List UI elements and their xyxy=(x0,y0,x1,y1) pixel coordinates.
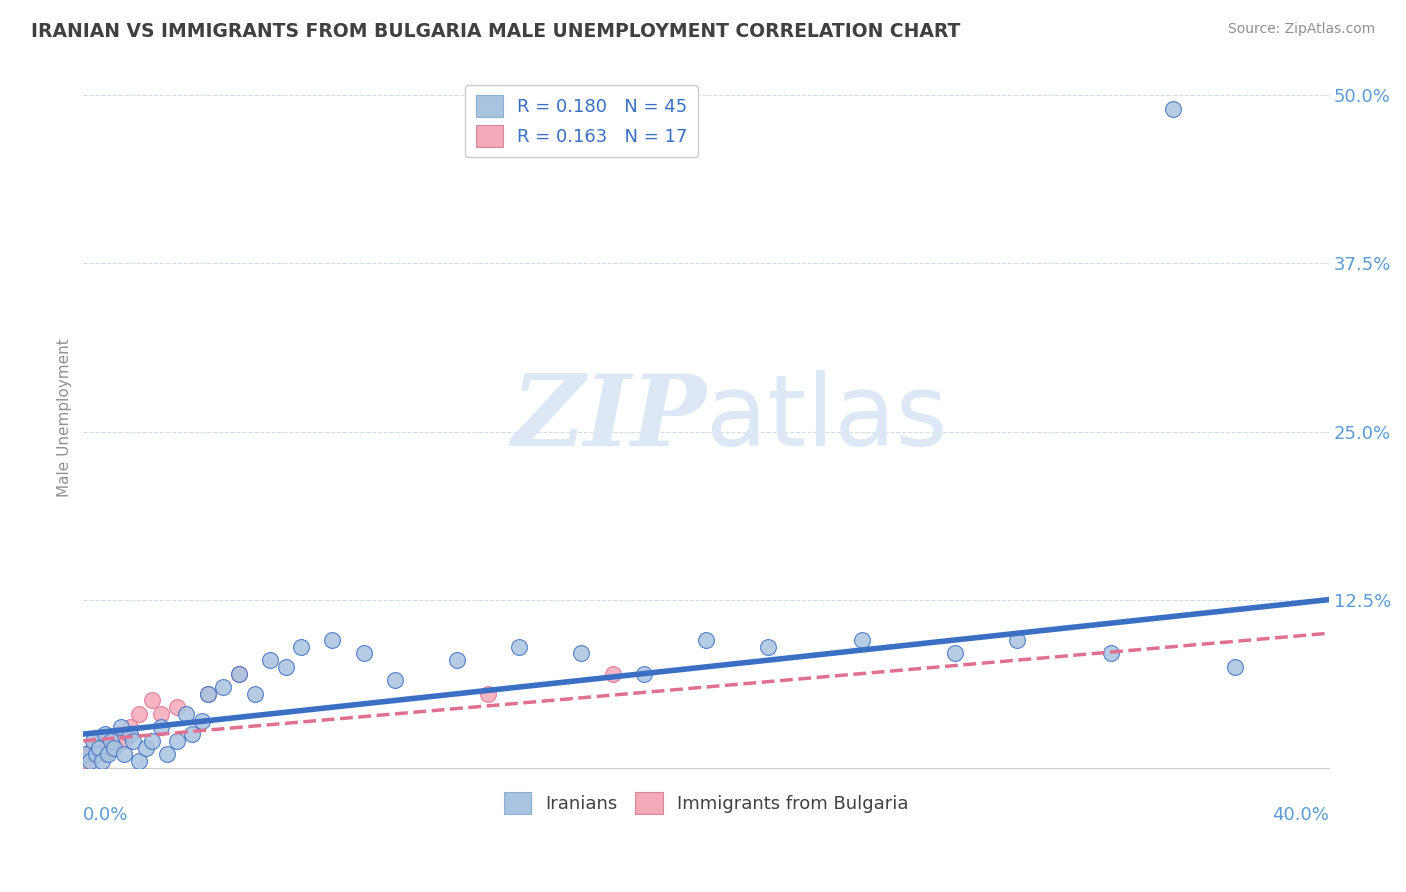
Point xyxy=(353,647,375,661)
Point xyxy=(166,700,188,714)
Point xyxy=(107,727,129,741)
Point xyxy=(150,720,173,734)
Point xyxy=(75,747,97,762)
Point xyxy=(87,740,110,755)
Point xyxy=(128,754,150,768)
Point xyxy=(112,734,135,748)
Point xyxy=(1225,660,1247,674)
Point xyxy=(1161,102,1184,116)
Point xyxy=(259,653,281,667)
Point xyxy=(446,653,468,667)
Point xyxy=(100,734,122,748)
Point xyxy=(79,747,101,762)
Point xyxy=(571,647,593,661)
Point xyxy=(1007,632,1029,647)
Point xyxy=(141,734,163,748)
Point xyxy=(100,740,122,755)
Point xyxy=(228,666,250,681)
Point xyxy=(384,673,406,688)
Point xyxy=(110,720,132,734)
Point xyxy=(851,632,873,647)
Point xyxy=(97,747,120,762)
Point xyxy=(112,747,135,762)
Point xyxy=(75,754,97,768)
Point xyxy=(94,747,117,762)
Point xyxy=(82,740,104,755)
Point xyxy=(118,727,141,741)
Point xyxy=(128,706,150,721)
Point xyxy=(1099,647,1122,661)
Point xyxy=(174,706,197,721)
Point xyxy=(122,734,145,748)
Y-axis label: Male Unemployment: Male Unemployment xyxy=(58,339,72,498)
Point xyxy=(82,734,104,748)
Point xyxy=(197,687,219,701)
Point xyxy=(118,720,141,734)
Text: ZIP: ZIP xyxy=(510,370,706,467)
Point xyxy=(79,754,101,768)
Point xyxy=(103,740,125,755)
Point xyxy=(274,660,297,674)
Point xyxy=(91,754,114,768)
Legend: Iranians, Immigrants from Bulgaria: Iranians, Immigrants from Bulgaria xyxy=(496,785,915,822)
Point xyxy=(181,727,204,741)
Text: 0.0%: 0.0% xyxy=(83,806,129,824)
Text: 40.0%: 40.0% xyxy=(1272,806,1329,824)
Point xyxy=(135,740,157,755)
Point xyxy=(141,693,163,707)
Point xyxy=(166,734,188,748)
Point xyxy=(94,727,117,741)
Point xyxy=(290,640,312,654)
Point xyxy=(633,666,655,681)
Point xyxy=(190,714,212,728)
Point xyxy=(243,687,266,701)
Point xyxy=(477,687,499,701)
Text: IRANIAN VS IMMIGRANTS FROM BULGARIA MALE UNEMPLOYMENT CORRELATION CHART: IRANIAN VS IMMIGRANTS FROM BULGARIA MALE… xyxy=(31,22,960,41)
Point xyxy=(602,666,624,681)
Point xyxy=(943,647,966,661)
Point xyxy=(212,680,235,694)
Point xyxy=(84,747,107,762)
Point xyxy=(150,706,173,721)
Text: atlas: atlas xyxy=(706,369,948,467)
Point xyxy=(756,640,779,654)
Point xyxy=(508,640,530,654)
Point xyxy=(156,747,179,762)
Point xyxy=(321,632,343,647)
Point xyxy=(87,734,110,748)
Point xyxy=(228,666,250,681)
Point xyxy=(197,687,219,701)
Point xyxy=(695,632,717,647)
Text: Source: ZipAtlas.com: Source: ZipAtlas.com xyxy=(1227,22,1375,37)
